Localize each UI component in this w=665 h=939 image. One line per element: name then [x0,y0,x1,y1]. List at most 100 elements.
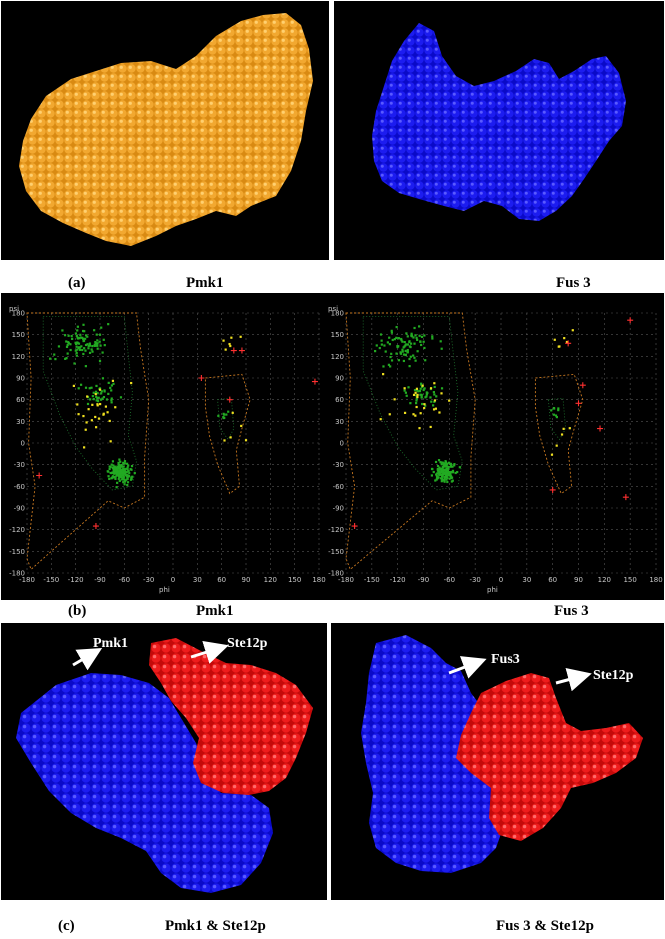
caption-c-letter: (c) [58,918,75,934]
residue-point-core [391,338,394,342]
residue-point-core [441,478,444,481]
x-axis-label: phi [159,586,170,594]
residue-point-core [404,349,407,352]
residue-point-core [119,396,123,399]
residue-point-core [125,471,128,474]
residue-point-core [110,471,113,475]
residue-point-allowed [239,335,242,338]
residue-point-core [87,347,90,350]
residue-point-core [109,386,112,389]
residue-point-core [447,461,451,464]
residue-point-core [438,473,441,476]
residue-point-core [403,389,406,392]
residue-point-core [76,342,80,345]
residue-point-core [420,382,423,385]
residue-point-core [111,475,115,478]
y-axis-label: psi [328,305,338,313]
residue-point-core [395,325,398,329]
residue-point-allowed [433,382,436,385]
residue-point-core [87,344,90,347]
residue-point-core [456,470,459,474]
residue-point-allowed [415,387,419,390]
residue-point-core [71,337,74,341]
residue-point-core [99,344,102,347]
residue-point-core [444,475,448,478]
residue-point-core [557,407,560,410]
residue-point-core [447,466,450,470]
allowed-contour-left-handed [534,373,584,495]
residue-point-core [121,471,124,475]
residue-point-core [96,342,99,345]
residue-point-allowed [403,387,406,390]
residue-point-core [122,468,125,471]
residue-point-allowed [98,388,102,391]
residue-point-core [406,335,409,338]
residue-point-core [397,359,401,362]
residue-point-core [88,387,91,390]
residue-point-core [115,468,118,471]
residue-point-core [407,386,410,389]
fus3-chain [361,635,503,873]
residue-point-core [431,467,434,471]
residue-point-allowed [90,419,93,422]
residue-point-allowed [438,411,441,414]
residue-point-outlier [92,523,99,530]
residue-point-core [120,474,123,477]
residue-point-core [113,472,116,475]
residue-point-core [91,345,94,348]
residue-point-core [113,465,116,468]
residue-point-core [122,461,125,464]
residue-point-allowed [440,392,443,395]
residue-point-core [121,478,124,481]
residue-point-outlier [198,375,205,381]
residue-point-allowed [86,395,89,398]
residue-point-core [77,387,80,390]
residue-point-allowed [416,395,419,399]
residue-point-allowed [114,406,117,409]
fus3-label: Fus3 [491,652,520,667]
residue-point-core [420,395,423,399]
y-tick-label: -150 [328,548,344,556]
residue-point-core [119,460,122,463]
residue-point-core [69,343,72,346]
residue-point-core [386,341,389,344]
residue-point-core [121,473,125,476]
residue-point-core [438,472,441,475]
residue-point-core [441,461,444,464]
residue-point-core [111,466,114,469]
residue-point-core [453,463,456,466]
residue-point-core [413,342,416,345]
residue-point-core [390,329,393,332]
residue-point-allowed [565,340,569,344]
residue-point-allowed [94,393,97,396]
residue-point-core [439,477,442,480]
y-tick-label: -120 [9,526,25,534]
y-tick-label: -30 [14,461,25,469]
residue-point-core [222,416,225,420]
residue-point-core [440,480,443,483]
residue-point-core [424,404,427,407]
residue-point-core [446,476,449,480]
fus3-structure-panel [334,1,664,260]
residue-point-allowed [414,414,417,417]
residue-point-core [114,475,117,478]
residue-point-core [122,481,125,484]
residue-point-core [436,464,440,468]
residue-point-core [74,349,77,352]
residue-point-core [129,478,133,481]
residue-point-core [124,473,127,477]
residue-point-core [225,413,228,416]
x-tick-label: 0 [499,576,503,584]
residue-point-core [433,393,436,396]
residue-point-allowed [231,411,234,414]
residue-point-allowed [412,413,415,416]
residue-point-core [76,348,79,351]
residue-point-core [406,351,409,354]
residue-point-core [119,472,122,475]
x-tick-label: 30 [193,576,202,584]
residue-point-core [112,470,115,473]
residue-point-core [126,483,129,487]
residue-point-core [412,354,415,357]
residue-point-core [115,470,118,474]
residue-point-allowed [76,403,79,406]
